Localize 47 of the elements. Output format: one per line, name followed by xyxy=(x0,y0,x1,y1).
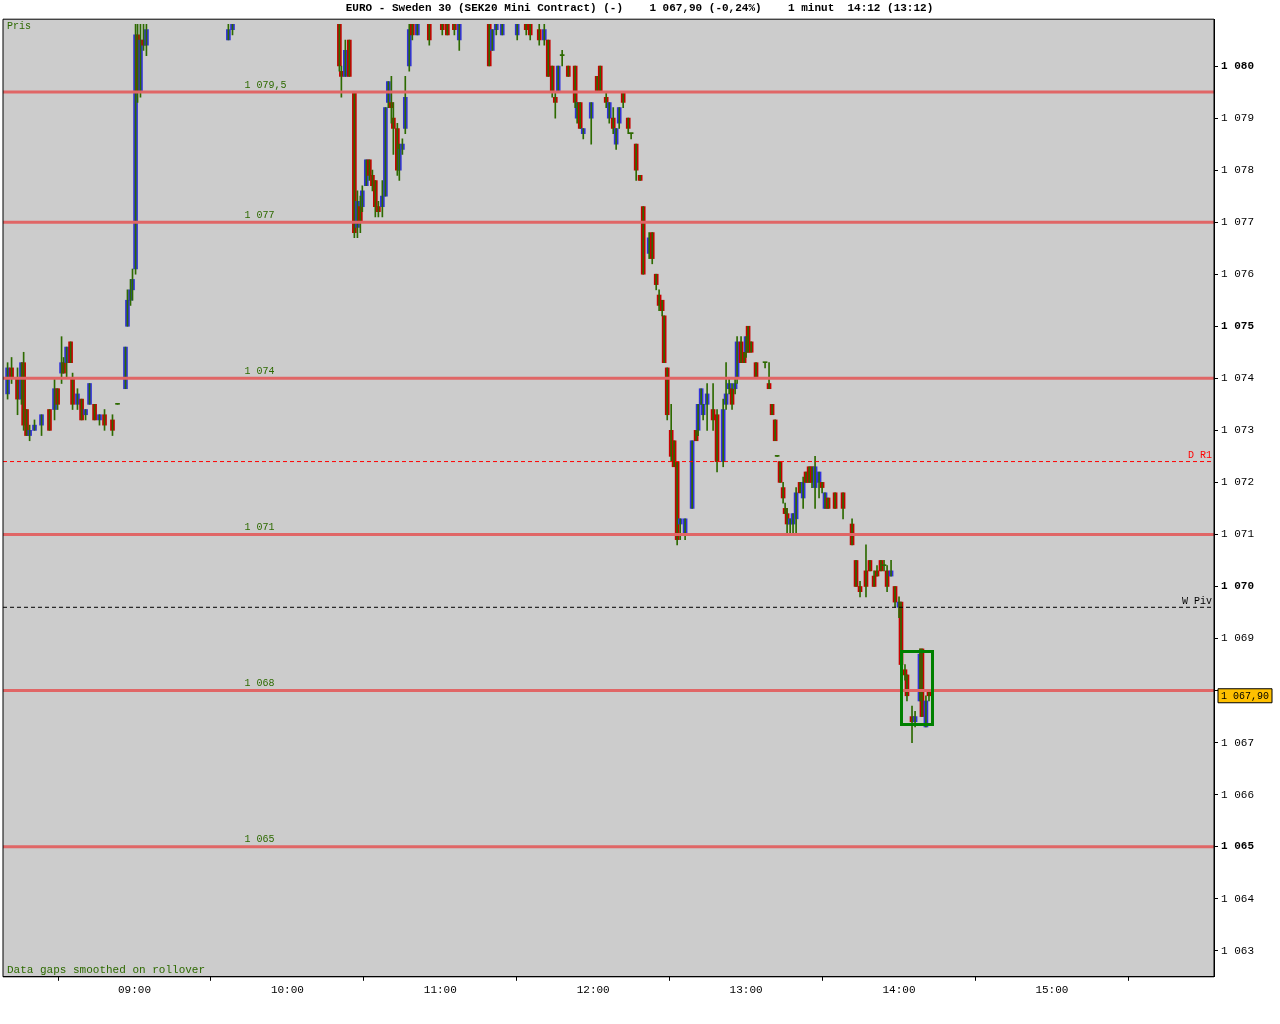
y-tick-label: 1 064 xyxy=(1221,892,1255,905)
y-tick-label: 1 070 xyxy=(1221,580,1255,593)
candlestick xyxy=(878,560,884,572)
ref-line-label: 1 077 xyxy=(244,209,275,221)
x-tick-label: 13:00 xyxy=(729,984,763,997)
x-tick-label: 14:00 xyxy=(882,984,916,997)
annotation: Data gaps smoothed on rollover xyxy=(7,964,206,977)
ref-line-label: 1 074 xyxy=(244,365,275,377)
x-tick-label: 15:00 xyxy=(1035,984,1069,997)
candlestick xyxy=(640,206,646,275)
ref-line-label: W Piv xyxy=(1181,595,1212,607)
candlestick xyxy=(772,419,778,442)
y-tick-label: 1 075 xyxy=(1221,320,1255,333)
candlestick xyxy=(769,403,775,416)
y-tick-label: 1 079 xyxy=(1221,111,1255,124)
candlestick xyxy=(555,65,561,93)
y-tick-label: 1 076 xyxy=(1221,268,1255,281)
x-tick-label: 11:00 xyxy=(423,984,457,997)
text: 1 067,90 xyxy=(1221,691,1270,703)
y-tick-label: 1 074 xyxy=(1221,372,1255,385)
y-tick-label: 1 066 xyxy=(1221,788,1255,801)
y-tick-label: 1 073 xyxy=(1221,424,1255,437)
candlestick xyxy=(565,65,571,77)
candlestick xyxy=(597,65,603,93)
x-tick-label: 10:00 xyxy=(270,984,304,997)
ref-line-label: D R1 xyxy=(1187,450,1212,462)
candlestick xyxy=(115,402,120,405)
chart-title: EURO - Sweden 30 (SEK20 Mini Contract) (-) 1 067,90 (-0,24%) 1 minut 14:12 (13:12) xyxy=(345,2,934,15)
ref-line-label: 1 079,5 xyxy=(244,79,287,91)
x-tick-label: 12:00 xyxy=(576,984,610,997)
candlestick xyxy=(347,39,352,77)
y-tick-label: 1 063 xyxy=(1221,944,1255,957)
y-tick-label: 1 069 xyxy=(1221,632,1255,645)
candlestick xyxy=(486,24,492,67)
ref-line-label: 1 065 xyxy=(244,834,275,846)
y-tick-label: 1 077 xyxy=(1221,216,1255,229)
y-tick-label: 1 072 xyxy=(1221,476,1255,489)
x-tick-label: 09:00 xyxy=(117,984,152,997)
y-tick-label: 1 065 xyxy=(1221,840,1255,853)
annotation: Pris xyxy=(7,20,32,32)
ref-line-label: 1 068 xyxy=(244,678,275,690)
y-tick-label: 1 071 xyxy=(1221,528,1255,541)
candlestick xyxy=(832,492,838,509)
ref-line-label: 1 071 xyxy=(244,522,275,534)
y-tick-label: 1 067 xyxy=(1221,736,1255,749)
y-tick-label: 1 078 xyxy=(1221,164,1255,177)
y-tick-label: 1 080 xyxy=(1221,59,1255,72)
